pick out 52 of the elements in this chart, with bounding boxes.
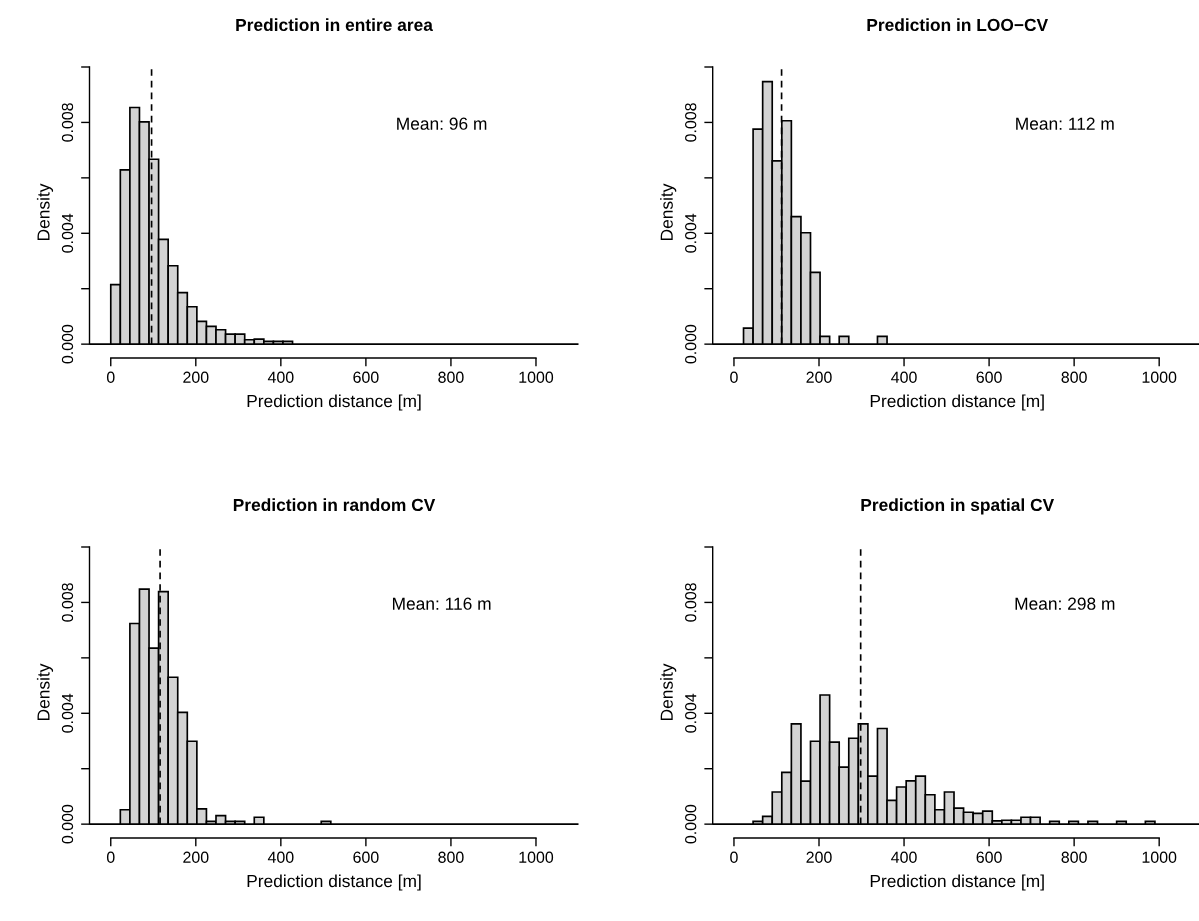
annotation: Mean: 116 m: [392, 597, 491, 610]
x-tick-label: 800: [1061, 851, 1087, 863]
y-tick-label: 0.008: [685, 103, 697, 142]
y-tick-label: 0.004: [61, 213, 74, 253]
y-tick-label: 0.008: [61, 103, 74, 142]
chart-title: Prediction in LOO−CV: [867, 18, 1048, 32]
x-tick-label: 200: [806, 371, 832, 383]
y-axis-title: Density: [660, 663, 677, 721]
y-axis-title: Density: [36, 183, 54, 241]
y-axis-title: Density: [660, 183, 677, 241]
x-tick-label: 0: [106, 371, 115, 383]
x-tick-label: 400: [891, 371, 917, 383]
y-tick-label: 0.008: [61, 583, 74, 622]
chart-title: Prediction in random CV: [233, 498, 436, 512]
chart-title: Prediction in spatial CV: [861, 498, 1055, 515]
annotation: Mean: 112 m: [1016, 117, 1114, 130]
y-tick-label: 0.000: [61, 324, 74, 364]
x-tick-label: 600: [976, 371, 1002, 383]
y-axis-title: Density: [36, 663, 54, 721]
x-tick-label: 0: [106, 851, 115, 863]
x-axis-title: Prediction distance [m]: [870, 394, 1044, 411]
x-tick-label: 200: [183, 371, 209, 383]
x-axis-title: Prediction distance [m]: [870, 874, 1044, 891]
x-tick-label: 800: [438, 371, 464, 383]
y-tick-label: 0.004: [685, 213, 697, 253]
x-tick-label: 0: [730, 851, 738, 863]
x-tick-label: 600: [353, 851, 379, 863]
x-tick-label: 400: [267, 371, 294, 383]
x-tick-label: 400: [891, 851, 917, 863]
y-tick-label: 0.000: [685, 804, 697, 844]
x-axis-title: Prediction distance [m]: [247, 874, 421, 891]
x-tick-label: 1000: [519, 851, 554, 863]
x-axis-title: Prediction distance [m]: [247, 394, 421, 411]
x-tick-label: 600: [976, 851, 1002, 863]
x-tick-label: 800: [438, 851, 464, 863]
x-tick-label: 600: [353, 371, 379, 383]
x-tick-label: 1000: [1142, 371, 1177, 383]
x-tick-label: 0: [730, 371, 738, 383]
x-tick-label: 1000: [1142, 851, 1177, 863]
annotation: Mean: 298 m: [1015, 597, 1115, 610]
x-tick-label: 200: [183, 851, 209, 863]
y-tick-label: 0.008: [685, 583, 697, 622]
y-tick-label: 0.000: [685, 324, 697, 364]
annotation: Mean: 96 m: [397, 117, 487, 130]
y-tick-label: 0.000: [61, 804, 74, 844]
chart-title: Prediction in entire area: [236, 18, 434, 32]
x-tick-label: 1000: [519, 371, 554, 383]
x-tick-label: 400: [267, 851, 294, 863]
y-tick-label: 0.004: [61, 693, 74, 733]
x-tick-label: 800: [1061, 371, 1087, 383]
y-tick-label: 0.004: [685, 693, 697, 733]
x-tick-label: 200: [806, 851, 832, 863]
